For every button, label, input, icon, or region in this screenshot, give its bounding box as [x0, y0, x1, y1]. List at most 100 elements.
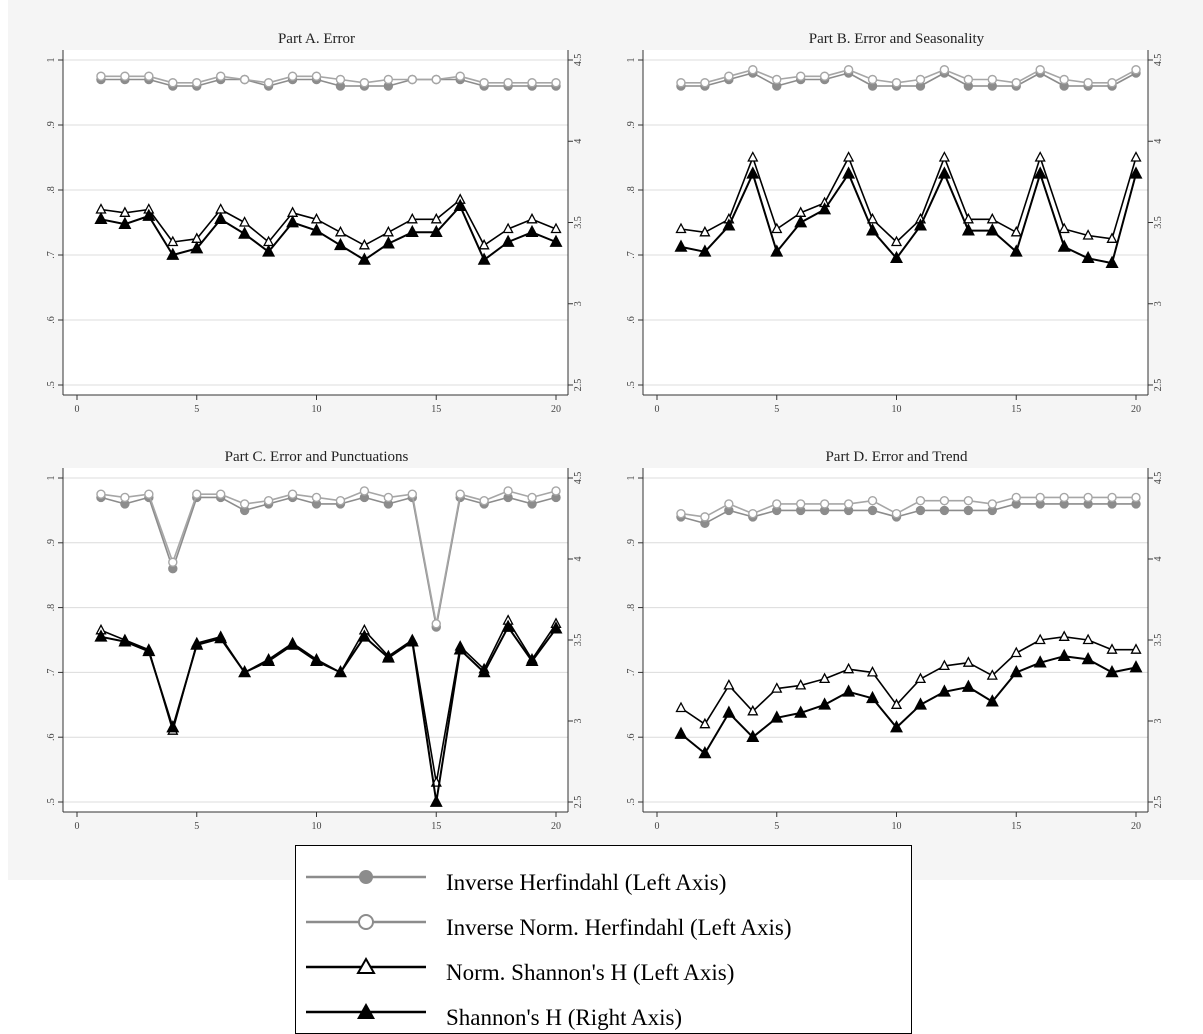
data-point	[986, 669, 998, 680]
data-point	[94, 629, 108, 642]
data-point	[939, 495, 950, 506]
right-tick-label: 4.5	[573, 54, 584, 67]
data-point	[890, 698, 903, 709]
data-point	[239, 216, 251, 227]
data-point	[287, 71, 298, 81]
data-point	[192, 78, 202, 88]
data-point	[502, 222, 514, 234]
data-point	[94, 211, 108, 225]
plot-area	[63, 468, 568, 812]
x-tick-label: 0	[655, 821, 660, 832]
data-point	[961, 679, 975, 692]
data-point	[501, 234, 515, 247]
data-point	[939, 505, 950, 516]
data-point	[675, 701, 687, 713]
data-point	[335, 74, 346, 85]
left-tick-label: .9	[626, 121, 637, 129]
x-tick-label: 15	[1011, 404, 1021, 415]
legend: Inverse Herfindahl (Left Axis) Inverse N…	[295, 845, 912, 1034]
right-tick-label: 4.5	[573, 472, 584, 485]
left-tick-label: .5	[626, 798, 637, 806]
left-tick-label: .7	[626, 251, 637, 259]
data-point	[263, 78, 274, 88]
data-point	[96, 489, 106, 499]
data-point	[215, 489, 226, 499]
series-2	[675, 630, 1142, 729]
data-point	[503, 486, 513, 496]
data-point	[962, 212, 974, 224]
data-point	[551, 486, 561, 496]
data-point	[770, 710, 784, 723]
left-tick-label: .7	[626, 669, 637, 677]
right-tick-label: 3	[1153, 719, 1164, 724]
data-point	[986, 212, 998, 224]
data-point	[477, 252, 491, 265]
right-tick-label: 4.5	[1153, 472, 1164, 485]
data-point	[190, 637, 204, 650]
series-line	[680, 156, 1137, 243]
data-point	[120, 492, 130, 503]
plot-area	[643, 50, 1148, 395]
data-point	[843, 662, 855, 674]
data-point	[120, 71, 130, 81]
x-tick-label: 15	[431, 821, 441, 832]
x-tick-label: 10	[892, 821, 902, 832]
data-point	[724, 499, 734, 509]
data-point	[987, 499, 997, 509]
series-3	[674, 166, 1143, 268]
data-point	[676, 78, 686, 88]
left-tick-label: .7	[46, 669, 57, 677]
data-point	[1130, 643, 1142, 654]
left-tick-label: 1	[626, 476, 637, 481]
left-tick-label: .5	[46, 798, 57, 806]
data-point	[311, 71, 322, 81]
data-point	[1057, 239, 1071, 252]
data-point	[168, 557, 178, 567]
legend-marker-filled-triangle	[306, 1003, 426, 1019]
left-tick-label: 1	[626, 58, 637, 63]
chart-panel-a: .5 .6 .7 .8 .9 1 2.5 3 3.5 4 4.5 0 5 10 15 20 Part A. Er…	[46, 31, 584, 415]
right-tick-label: 2.5	[573, 379, 584, 392]
data-point	[1081, 652, 1095, 665]
data-point	[770, 244, 784, 257]
right-tick-label: 3	[573, 301, 584, 306]
legend-item-shannon: Shannon's H (Right Axis)	[296, 991, 911, 1031]
data-point	[406, 212, 418, 224]
data-point	[214, 211, 228, 225]
x-tick-label: 0	[75, 821, 80, 832]
data-point	[699, 717, 711, 729]
panel-title: Part A. Error	[278, 31, 355, 47]
data-point	[1107, 492, 1117, 503]
data-point	[525, 653, 539, 666]
data-point	[215, 71, 226, 81]
data-point	[453, 642, 467, 655]
data-point	[772, 499, 782, 509]
data-point	[819, 499, 830, 509]
data-point	[723, 679, 735, 690]
data-point	[842, 684, 856, 697]
panel-title: Part C. Error and Punctuations	[225, 449, 409, 465]
left-tick-label: .5	[46, 381, 57, 389]
x-tick-label: 5	[774, 821, 779, 832]
data-point	[455, 489, 465, 499]
data-point	[937, 166, 951, 179]
data-point	[238, 665, 252, 678]
data-point	[1034, 633, 1046, 645]
data-point	[1009, 244, 1023, 257]
data-point	[724, 71, 734, 81]
data-point	[477, 665, 491, 678]
data-point	[383, 492, 394, 503]
data-point	[1130, 151, 1142, 162]
data-point	[866, 666, 879, 677]
data-point	[722, 218, 736, 231]
legend-marker-hollow-triangle	[306, 956, 426, 974]
data-point	[1129, 660, 1143, 673]
right-tick-label: 3.5	[573, 216, 584, 229]
data-point	[96, 71, 106, 81]
data-point	[914, 672, 927, 684]
data-point	[407, 489, 417, 499]
right-tick-label: 2.5	[1153, 379, 1164, 392]
x-tick-label: 10	[892, 404, 902, 415]
data-point	[867, 495, 878, 506]
data-point	[119, 206, 131, 217]
